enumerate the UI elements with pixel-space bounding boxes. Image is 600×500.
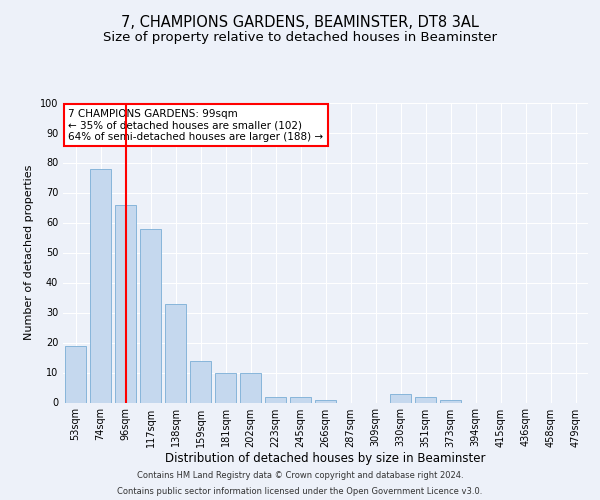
Bar bbox=[115, 204, 136, 402]
Bar bbox=[140, 228, 161, 402]
Bar bbox=[415, 396, 436, 402]
Text: Contains public sector information licensed under the Open Government Licence v3: Contains public sector information licen… bbox=[118, 486, 482, 496]
Bar bbox=[240, 372, 261, 402]
Bar bbox=[440, 400, 461, 402]
Text: 7 CHAMPIONS GARDENS: 99sqm
← 35% of detached houses are smaller (102)
64% of sem: 7 CHAMPIONS GARDENS: 99sqm ← 35% of deta… bbox=[68, 108, 323, 142]
Bar bbox=[265, 396, 286, 402]
Bar bbox=[290, 396, 311, 402]
Bar bbox=[215, 372, 236, 402]
Bar bbox=[190, 360, 211, 403]
X-axis label: Distribution of detached houses by size in Beaminster: Distribution of detached houses by size … bbox=[165, 452, 486, 466]
Text: 7, CHAMPIONS GARDENS, BEAMINSTER, DT8 3AL: 7, CHAMPIONS GARDENS, BEAMINSTER, DT8 3A… bbox=[121, 15, 479, 30]
Bar bbox=[165, 304, 186, 402]
Y-axis label: Number of detached properties: Number of detached properties bbox=[24, 165, 34, 340]
Text: Size of property relative to detached houses in Beaminster: Size of property relative to detached ho… bbox=[103, 31, 497, 44]
Bar bbox=[65, 346, 86, 403]
Bar bbox=[315, 400, 336, 402]
Bar bbox=[90, 168, 111, 402]
Text: Contains HM Land Registry data © Crown copyright and database right 2024.: Contains HM Land Registry data © Crown c… bbox=[137, 472, 463, 480]
Bar bbox=[390, 394, 411, 402]
